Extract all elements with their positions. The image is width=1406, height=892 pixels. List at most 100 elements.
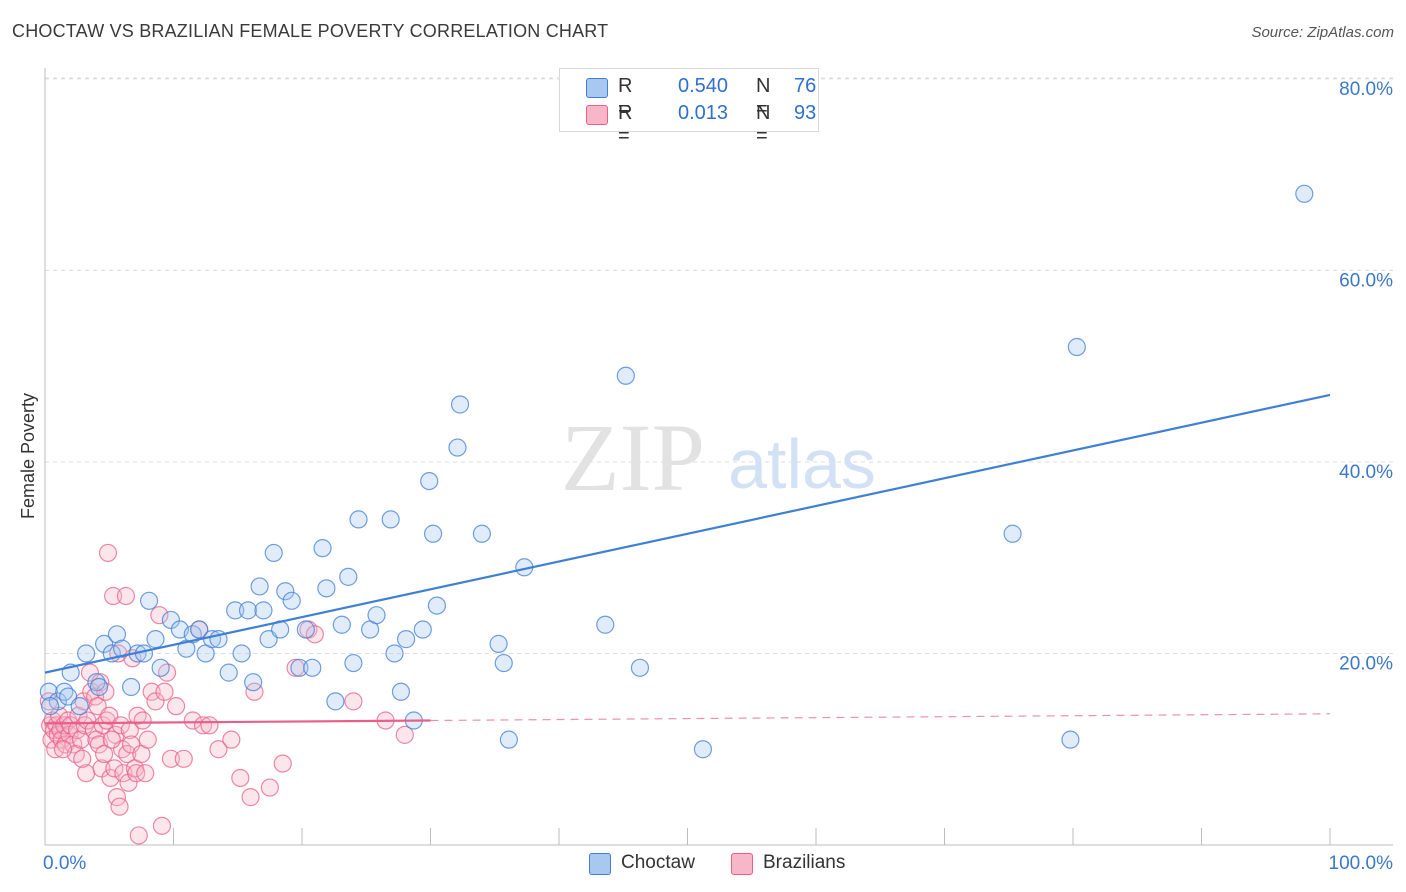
brazilians-point — [114, 764, 133, 783]
choctaw-point — [121, 677, 141, 697]
brazilians-point — [183, 711, 202, 730]
axes — [44, 68, 1393, 846]
brazilians-point — [73, 749, 92, 768]
brazilians-point — [344, 692, 363, 711]
choctaw-point — [89, 677, 109, 697]
choctaw-point — [381, 510, 400, 529]
choctaw-point — [367, 606, 386, 625]
choctaw-point — [190, 620, 209, 639]
brazilians-point — [138, 730, 157, 749]
brazilians-point — [111, 716, 130, 735]
watermark: ZIP atlas — [561, 404, 876, 511]
choctaw-point — [107, 625, 127, 644]
brazilians-point — [136, 764, 155, 783]
choctaw-point — [317, 579, 336, 598]
n-value: 93 — [794, 102, 817, 124]
choctaw-point — [423, 524, 443, 543]
choctaw-point — [41, 697, 60, 716]
brazilians-point — [116, 586, 136, 606]
brazilians-points — [39, 543, 414, 845]
choctaw-point — [238, 601, 258, 620]
y-tick-labels: 20.0% 40.0% 60.0% 80.0% — [1339, 79, 1393, 675]
brazilians-point — [222, 730, 241, 749]
choctaw-point — [448, 438, 467, 457]
choctaw-point — [332, 615, 351, 634]
n-label: N = — [756, 102, 771, 147]
choctaw-point — [499, 730, 518, 749]
choctaw-point — [339, 567, 358, 586]
choctaw-swatch — [586, 78, 608, 98]
choctaw-point — [1295, 184, 1314, 203]
brazilians-point — [245, 682, 264, 701]
brazilians-point — [71, 730, 91, 749]
brazilians-point — [174, 749, 193, 768]
y-tick-label: 20.0% — [1339, 653, 1393, 674]
brazilians-point — [118, 744, 137, 764]
brazilians-point — [97, 711, 116, 730]
choctaw-point — [616, 366, 635, 385]
x-tick-label-min: 0.0% — [43, 853, 86, 874]
choctaw-point — [1067, 337, 1086, 357]
choctaw-point — [264, 543, 283, 563]
choctaw-point — [244, 673, 263, 692]
choctaw-point — [420, 471, 439, 491]
r-label: R = — [618, 75, 633, 120]
choctaw-point — [1003, 524, 1022, 543]
choctaw-point — [1061, 730, 1080, 749]
n-label: N = — [756, 75, 771, 120]
brazilians-point — [150, 606, 169, 625]
choctaw-point — [226, 601, 245, 620]
chart-title: CHOCTAW VS BRAZILIAN FEMALE POVERTY CORR… — [12, 21, 609, 41]
brazilians-point — [395, 725, 414, 744]
choctaw-point — [303, 658, 322, 677]
choctaw-point — [95, 634, 114, 653]
brazilians-point — [209, 740, 228, 759]
brazilians-trend-extension — [430, 713, 1331, 722]
brazilians-point — [104, 586, 123, 606]
brazilians-point — [231, 768, 250, 788]
choctaw-point — [450, 395, 470, 414]
brazilians-point — [193, 716, 213, 735]
brazilians-point — [142, 682, 161, 701]
choctaw-point — [254, 601, 273, 620]
x-tick-label-max: 100.0% — [1329, 853, 1394, 874]
choctaw-point — [472, 524, 491, 543]
choctaw-point — [276, 582, 295, 601]
choctaw-point — [219, 663, 238, 682]
r-value: 0.540 — [678, 75, 729, 97]
choctaw-point — [396, 630, 416, 649]
y-axis-label: Female Poverty — [18, 393, 38, 519]
brazilians-point — [155, 682, 174, 701]
brazilians-point — [105, 759, 124, 778]
choctaw-point — [282, 591, 301, 610]
choctaw-point — [146, 630, 165, 649]
correlation-legend: R = 0.540 N = 76 R = 0.013 N = 93 — [559, 68, 819, 147]
choctaw-point — [344, 653, 363, 673]
brazilians-point — [161, 749, 181, 768]
brazilians-point — [129, 826, 148, 845]
choctaw-point — [427, 596, 447, 615]
choctaw-point — [290, 658, 309, 677]
choctaw-point — [596, 615, 615, 634]
y-tick-label: 80.0% — [1339, 79, 1393, 100]
watermark-zip: ZIP — [561, 404, 705, 511]
brazilians-legend-swatch — [731, 853, 753, 875]
r-value: 0.013 — [678, 102, 729, 124]
choctaw-point — [489, 634, 508, 653]
choctaw-point — [139, 591, 159, 610]
choctaw-point — [385, 644, 404, 663]
brazilians-point — [110, 797, 129, 816]
choctaw-point — [313, 539, 332, 558]
choctaw-point — [77, 644, 96, 663]
r-label: R = — [618, 102, 633, 147]
brazilians-point — [260, 778, 279, 797]
choctaw-point — [250, 577, 269, 596]
brazilians-point — [46, 740, 65, 759]
choctaw-point — [391, 682, 411, 701]
choctaw-point — [87, 673, 106, 692]
choctaw-points — [39, 184, 1314, 759]
x-tick-labels: 0.0% 100.0% — [43, 853, 1393, 874]
choctaw-legend-swatch — [589, 853, 611, 875]
choctaw-point — [494, 653, 513, 673]
